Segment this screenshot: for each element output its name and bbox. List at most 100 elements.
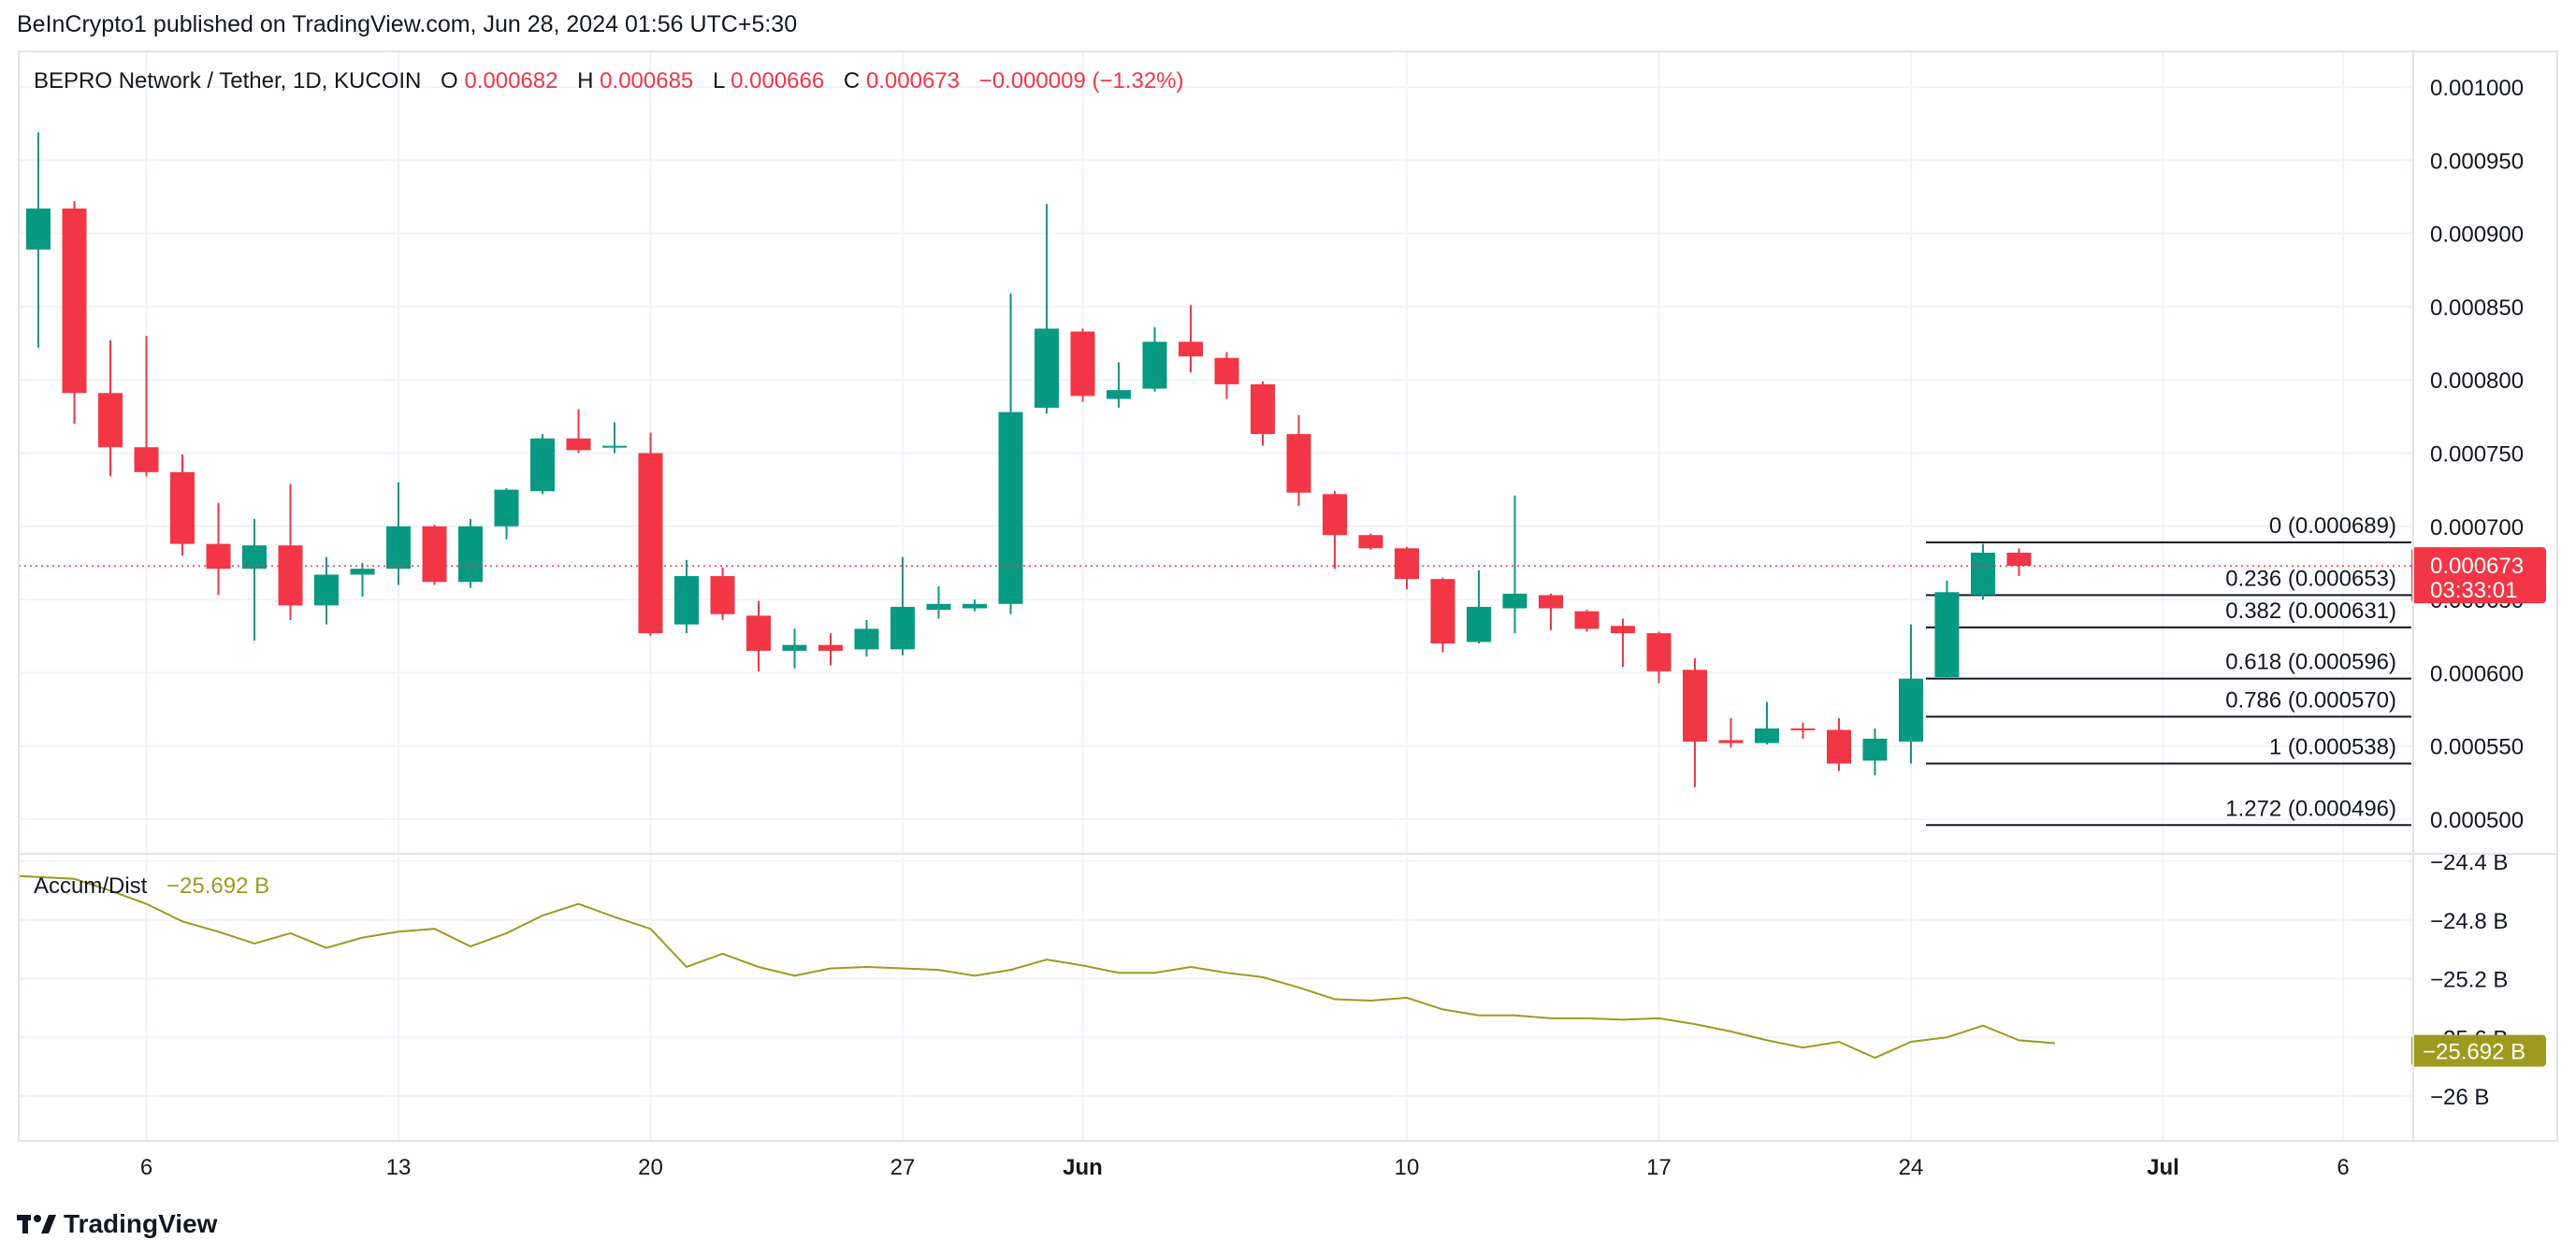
candle	[1107, 362, 1131, 408]
candle-body	[1683, 670, 1707, 743]
candle-body	[1934, 592, 1960, 678]
time-tick-label: Jun	[1063, 1155, 1103, 1180]
time-tick-label: 10	[1395, 1155, 1420, 1180]
candle-body	[1430, 579, 1455, 644]
fib-level-label: 0.786 (0.000570)	[2225, 687, 2396, 713]
candle	[1899, 624, 1923, 764]
candle	[1827, 717, 1851, 772]
close-value: 0.000673	[866, 68, 960, 94]
low-value: 0.000666	[731, 68, 824, 94]
candle-body	[1251, 383, 1275, 435]
candle-body	[62, 208, 87, 394]
time-tick-label: 24	[1899, 1155, 1924, 1180]
candle	[1395, 546, 1419, 590]
candle	[818, 633, 843, 666]
candle	[962, 599, 987, 612]
candle-body	[1142, 341, 1167, 389]
price-tick-label: 0.000600	[2430, 661, 2524, 686]
candle	[638, 432, 663, 637]
candle-body	[1070, 331, 1095, 397]
candle-body	[1611, 626, 1635, 634]
time-tick-label: 6	[2337, 1155, 2349, 1180]
time-tick-label: 27	[890, 1155, 916, 1180]
candle-body	[782, 644, 807, 651]
candle-body	[494, 489, 519, 527]
candle	[26, 132, 51, 348]
candle-body	[98, 393, 123, 448]
fib-level-label: 0.382 (0.000631)	[2225, 599, 2396, 624]
candle	[1755, 701, 1779, 745]
price-tick-label: 0.000900	[2430, 223, 2524, 248]
candle-body	[1286, 434, 1311, 493]
candle-body	[1971, 552, 1995, 596]
candle-body	[998, 411, 1023, 604]
candles	[19, 132, 2413, 787]
candle	[1539, 593, 1563, 630]
price-tick-label: 0.000800	[2430, 368, 2524, 394]
fib-level-label: 0.236 (0.000653)	[2225, 566, 2396, 591]
candle-body	[1358, 535, 1383, 549]
candle-body	[1179, 341, 1203, 357]
candle-body	[1899, 678, 1923, 743]
symbol-title: BEPRO Network / Tether, 1D, KUCOIN	[34, 68, 421, 94]
adl-title: Accum/Dist	[34, 873, 148, 899]
candle	[530, 434, 555, 495]
adl-tick-label: −26 B	[2430, 1085, 2489, 1110]
adl-tick-label: −24.8 B	[2430, 909, 2508, 934]
time-tick-label: 13	[386, 1155, 412, 1180]
fib-level-label: 0.618 (0.000596)	[2225, 650, 2396, 675]
candle	[278, 483, 303, 621]
candle	[926, 586, 951, 619]
candle	[1862, 728, 1888, 776]
candle-body	[1323, 494, 1347, 536]
candle	[386, 482, 411, 585]
fib-retracement[interactable]: 0 (0.000689) 0.236 (0.000653) 0.382 (0.000…	[1926, 513, 2411, 827]
candle-body	[350, 569, 375, 575]
candle-body	[638, 453, 663, 634]
tradingview-brand: TradingView	[64, 1209, 218, 1238]
candle	[1971, 543, 1995, 600]
candle-body	[1646, 633, 1672, 671]
candle-body	[710, 576, 735, 614]
candle	[1179, 305, 1203, 373]
candle	[422, 525, 447, 585]
published-header: BeInCrypto1 published on TradingView.com…	[17, 11, 798, 37]
candle-body	[1827, 729, 1851, 764]
candle	[854, 620, 879, 657]
candle	[458, 518, 483, 588]
candle-body	[170, 471, 195, 544]
price-tick-label: 0.000550	[2430, 735, 2524, 760]
candle-body	[818, 644, 843, 651]
candle	[890, 556, 915, 656]
candle-body	[278, 545, 303, 606]
candle	[746, 600, 771, 671]
candle	[998, 293, 1023, 614]
candle-body	[2006, 552, 2032, 567]
candle-body	[1395, 548, 1419, 580]
candle	[1574, 610, 1599, 632]
open-value: 0.000682	[464, 68, 557, 94]
change-value: −0.000009 (−1.32%)	[979, 68, 1184, 94]
candle	[1430, 577, 1455, 653]
close-label: C	[844, 68, 860, 94]
tradingview-logo[interactable]: TradingView	[17, 1207, 217, 1241]
candle	[1358, 533, 1383, 550]
candle	[1323, 491, 1347, 570]
candle	[1286, 414, 1311, 506]
candle	[314, 556, 339, 625]
price-tick-label: 0.001000	[2430, 76, 2524, 101]
adl-value-badge	[2411, 1034, 2546, 1067]
candle	[2006, 548, 2032, 577]
candle	[62, 201, 87, 425]
candle-body	[530, 438, 555, 492]
candle-body	[1718, 740, 1744, 743]
time-tick-label: 17	[1646, 1155, 1672, 1180]
candle-body	[890, 606, 915, 650]
symbol-legend[interactable]: BEPRO Network / Tether, 1D, KUCOIN O 0.0…	[34, 68, 1184, 94]
candle-body	[422, 526, 447, 583]
adl-legend[interactable]: Accum/Dist −25.692 B	[34, 873, 269, 899]
candle	[1718, 717, 1744, 748]
candle-body	[1539, 595, 1563, 609]
time-tick-label: 6	[140, 1155, 152, 1180]
